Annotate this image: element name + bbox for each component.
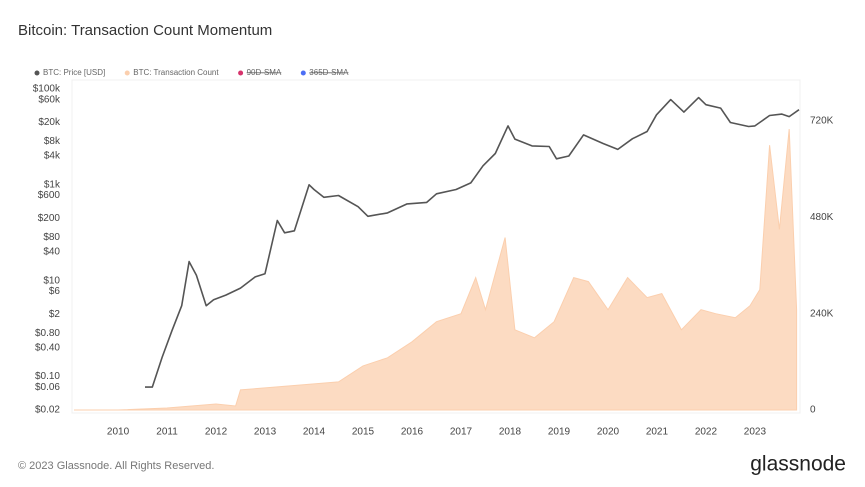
y-tick-label: $8k [44, 136, 61, 147]
x-tick-label: 2010 [107, 427, 130, 438]
y-tick-label: $80 [43, 232, 60, 243]
y-tick-label: $6 [49, 286, 61, 297]
y-tick-label: $2 [49, 309, 61, 320]
y-tick-label: $40 [43, 246, 60, 257]
y-tick-label: $4k [44, 151, 61, 162]
x-tick-label: 2017 [450, 427, 473, 438]
x-tick-label: 2022 [695, 427, 718, 438]
y-tick-label: $100k [33, 84, 61, 95]
x-tick-label: 2023 [744, 427, 767, 438]
y-tick-label: $200 [38, 213, 61, 224]
chart-title: Bitcoin: Transaction Count Momentum [18, 22, 272, 39]
x-tick-label: 2016 [401, 427, 424, 438]
transaction-count-area [74, 129, 798, 411]
x-tick-label: 2012 [205, 427, 228, 438]
brand-logo: glassnode [750, 453, 846, 476]
y-tick-label: $0.80 [35, 328, 60, 339]
x-tick-label: 2020 [597, 427, 620, 438]
footer: © 2023 Glassnode. All Rights Reserved. [18, 460, 214, 472]
price-line [145, 96, 800, 388]
y-tick-label: $0.02 [35, 405, 60, 416]
x-tick-label: 2011 [156, 427, 178, 438]
legend-swatch [300, 70, 306, 76]
x-tick-label: 2021 [646, 427, 669, 438]
legend-label: BTC: Price [USD] [43, 68, 105, 77]
legend-swatch [238, 70, 244, 76]
legend-label: 90D-SMA [247, 68, 282, 77]
x-tick-label: 2014 [303, 427, 326, 438]
x-tick-label: 2015 [352, 427, 375, 438]
legend-label: BTC: Transaction Count [133, 68, 219, 77]
x-tick-label: 2013 [254, 427, 277, 438]
y-tick-label: $20k [38, 117, 61, 128]
y-tick-label: $10 [43, 275, 60, 286]
y2-tick-label: 480K [810, 212, 834, 223]
y-tick-label: $0.06 [35, 382, 60, 393]
y2-tick-label: 240K [810, 308, 834, 319]
y-tick-label: $0.10 [35, 371, 60, 382]
legend-swatch [124, 70, 130, 76]
y-tick-label: $600 [38, 190, 61, 201]
y-tick-label: $1k [44, 179, 61, 190]
y2-tick-label: 720K [810, 116, 834, 127]
x-tick-label: 2018 [499, 427, 522, 438]
y-tick-label: $0.40 [35, 342, 60, 353]
legend-swatch [34, 70, 40, 76]
x-tick-label: 2019 [548, 427, 571, 438]
legend-label: 365D-SMA [309, 68, 349, 77]
y2-tick-label: 0 [810, 405, 816, 416]
y-tick-label: $60k [38, 94, 61, 105]
